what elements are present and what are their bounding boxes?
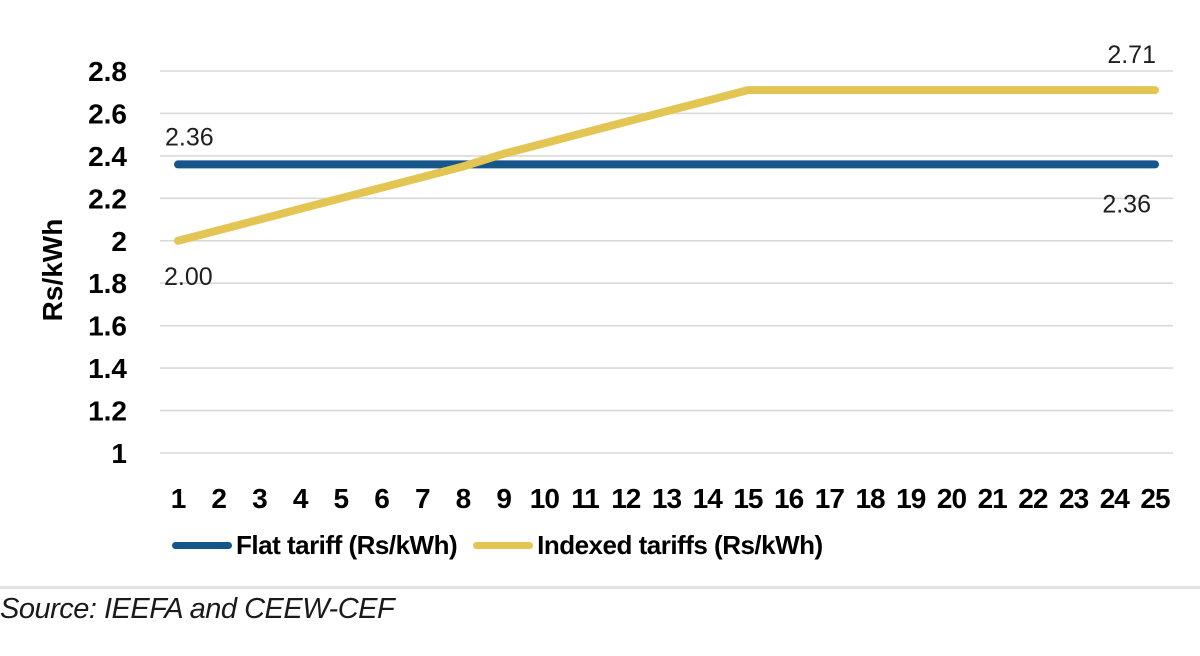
x-tick-label: 22 <box>1018 483 1048 514</box>
x-tick-label: 7 <box>415 483 430 514</box>
x-tick-label: 4 <box>293 483 309 514</box>
x-tick-label: 14 <box>693 483 724 514</box>
y-tick-label: 2.8 <box>88 56 127 87</box>
x-tick-label: 5 <box>334 483 349 514</box>
separator-line <box>0 586 1200 589</box>
x-tick-label: 18 <box>855 483 885 514</box>
y-tick-label: 1 <box>111 438 127 469</box>
x-tick-label: 8 <box>456 483 471 514</box>
y-tick-label: 2.6 <box>88 98 127 129</box>
y-tick-label: 1.2 <box>88 396 127 427</box>
legend-item-flat-tariff: Flat tariff (Rs/kWh) <box>172 530 458 561</box>
y-tick-label: 1.4 <box>88 353 127 384</box>
y-tick-label: 2.4 <box>88 141 127 172</box>
indexed-tariffs-line-swatch <box>473 542 534 549</box>
x-tick-label: 15 <box>733 483 763 514</box>
source-note: Source: IEEFA and CEEW-CEF <box>0 593 395 625</box>
x-tick-label: 2 <box>211 483 226 514</box>
data-label-flat-end: 2.36 <box>1102 190 1151 218</box>
x-tick-label: 6 <box>374 483 389 514</box>
legend-item-indexed-tariffs: Indexed tariffs (Rs/kWh) <box>473 530 823 561</box>
x-tick-label: 3 <box>252 483 267 514</box>
x-tick-label: 21 <box>978 483 1008 514</box>
data-label-flat-start: 2.36 <box>165 123 214 151</box>
y-axis-title: Rs/kWh <box>37 218 68 322</box>
x-tick-label: 23 <box>1059 483 1089 514</box>
flat-tariff-line-swatch <box>172 542 232 549</box>
x-tick-label: 9 <box>496 483 511 514</box>
y-tick-label: 1.6 <box>88 311 127 342</box>
y-tick-label: 2.2 <box>88 183 127 214</box>
y-tick-label: 2 <box>111 226 127 257</box>
indexed-tariff-line <box>174 86 1159 245</box>
x-tick-label: 13 <box>652 483 682 514</box>
x-tick-label: 16 <box>774 483 804 514</box>
x-tick-label: 11 <box>571 483 599 514</box>
x-tick-label: 12 <box>611 483 641 514</box>
data-label-indexed-end: 2.71 <box>1107 41 1156 69</box>
data-label-indexed-start: 2.00 <box>164 263 213 291</box>
x-tick-label: 1 <box>171 483 186 514</box>
chart-legend: Flat tariff (Rs/kWh) Indexed tariffs (Rs… <box>172 530 823 561</box>
x-tick-label: 24 <box>1100 483 1131 514</box>
x-tick-label: 10 <box>530 483 560 514</box>
x-tick-label: 19 <box>896 483 926 514</box>
x-tick-label: 25 <box>1140 483 1170 514</box>
x-tick-label: 17 <box>815 483 845 514</box>
x-tick-label: 20 <box>937 483 967 514</box>
legend-label-flat-tariff: Flat tariff (Rs/kWh) <box>236 530 458 560</box>
tariff-line-chart: 11.21.41.61.822.22.42.62.81 2 3 4 5 6 7 8 9 10 11 1… <box>88 41 1173 514</box>
y-tick-label: 1.8 <box>88 268 127 299</box>
legend-label-indexed-tariffs: Indexed tariffs (Rs/kWh) <box>537 530 823 560</box>
